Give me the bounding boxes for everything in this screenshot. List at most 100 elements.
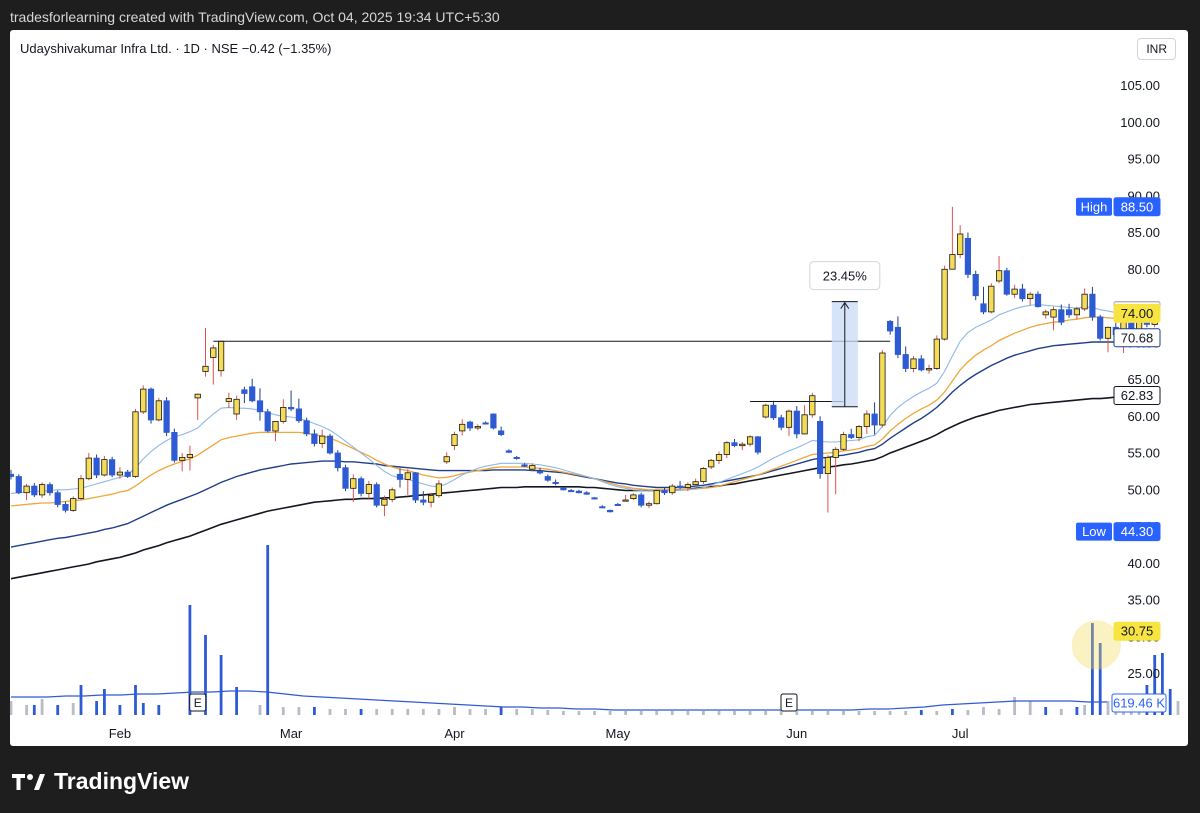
candle-body bbox=[677, 485, 684, 489]
volume-bar bbox=[717, 711, 721, 715]
candle bbox=[855, 425, 863, 442]
candle-body bbox=[544, 476, 551, 481]
candle-body bbox=[630, 494, 637, 499]
candle-body bbox=[474, 426, 481, 429]
price-chart[interactable]: 23.45%E E 105.00100.0095.0090.0085.0080.0… bbox=[10, 30, 1188, 746]
candle bbox=[435, 480, 443, 498]
candle-body bbox=[747, 436, 754, 445]
candle bbox=[871, 402, 878, 435]
y-tick-label: 35.00 bbox=[1127, 593, 1160, 608]
price-label-prefix-box bbox=[1076, 522, 1112, 541]
candle-body bbox=[264, 411, 271, 432]
candle bbox=[630, 493, 637, 500]
candle bbox=[988, 283, 995, 314]
candle-body bbox=[700, 467, 707, 482]
volume-bar bbox=[1083, 705, 1086, 715]
candle bbox=[381, 495, 388, 517]
volume-bar bbox=[56, 705, 60, 715]
volume-bar bbox=[982, 707, 985, 715]
candle-body bbox=[552, 481, 559, 484]
candle-body bbox=[529, 465, 536, 470]
candle-body bbox=[163, 400, 170, 433]
candle-body bbox=[77, 478, 85, 499]
volume-bar bbox=[530, 709, 534, 715]
candle bbox=[140, 385, 147, 414]
volume-bar bbox=[608, 711, 612, 715]
candle-body bbox=[614, 503, 621, 506]
price-label: 74.00 bbox=[1113, 303, 1161, 323]
candle-body bbox=[871, 413, 878, 426]
candle-body bbox=[373, 484, 380, 506]
candle-body bbox=[124, 471, 131, 477]
candle-body bbox=[342, 467, 349, 489]
candle-body bbox=[249, 386, 256, 402]
price-label-prefix: High bbox=[1081, 199, 1108, 214]
volume-bar bbox=[1044, 707, 1048, 715]
candle bbox=[497, 426, 505, 437]
candle bbox=[46, 482, 54, 496]
candle bbox=[1011, 284, 1018, 298]
candle bbox=[23, 483, 30, 500]
candle bbox=[420, 491, 427, 506]
candle bbox=[225, 392, 232, 409]
candle bbox=[482, 421, 489, 425]
candle bbox=[840, 431, 847, 451]
candle-body bbox=[513, 456, 520, 459]
volume-bar bbox=[515, 709, 519, 715]
candle bbox=[949, 206, 956, 270]
volume-bar bbox=[468, 709, 472, 715]
candle-body bbox=[1089, 293, 1096, 318]
candle-body bbox=[311, 433, 318, 444]
candle-body bbox=[381, 498, 388, 506]
candle bbox=[155, 397, 162, 422]
volume-bar bbox=[1013, 697, 1016, 715]
y-tick-label: 55.00 bbox=[1127, 446, 1160, 461]
candle-body bbox=[980, 303, 987, 313]
currency-button[interactable]: INR bbox=[1137, 38, 1176, 60]
candle bbox=[412, 472, 419, 503]
candle-body bbox=[451, 434, 458, 447]
volume-bar bbox=[71, 703, 75, 715]
price-label-text: 88.50 bbox=[1121, 199, 1154, 214]
candle bbox=[365, 480, 373, 499]
candle bbox=[54, 490, 61, 508]
candle bbox=[319, 429, 326, 448]
candle-body bbox=[785, 410, 793, 428]
candle bbox=[723, 441, 730, 459]
candle-body bbox=[15, 476, 22, 494]
candle bbox=[373, 482, 380, 508]
candle bbox=[264, 408, 271, 433]
volume-bar bbox=[1168, 689, 1172, 715]
candle-body bbox=[770, 404, 777, 419]
volume-bar bbox=[103, 689, 106, 715]
candle bbox=[583, 491, 590, 495]
candle bbox=[427, 492, 435, 508]
candle-body bbox=[599, 506, 606, 509]
volume-bar bbox=[328, 709, 332, 715]
candle-body bbox=[147, 388, 155, 421]
candle bbox=[614, 503, 621, 506]
candle bbox=[350, 474, 357, 503]
candle bbox=[194, 393, 201, 420]
candle bbox=[93, 454, 100, 478]
candle-body bbox=[622, 499, 629, 502]
candle bbox=[544, 474, 551, 482]
candle-body bbox=[855, 426, 863, 438]
volume-bar bbox=[733, 711, 736, 715]
candle-body bbox=[1019, 288, 1026, 300]
candle bbox=[124, 469, 131, 478]
candle-body bbox=[334, 452, 341, 469]
price-label-box bbox=[1113, 385, 1161, 405]
candle bbox=[1097, 314, 1104, 341]
y-tick-label: 85.00 bbox=[1127, 225, 1160, 240]
candle-body bbox=[988, 285, 995, 313]
chart-panel[interactable]: Udayshivakumar Infra Ltd. · 1D · NSE −0.… bbox=[10, 30, 1188, 746]
candle bbox=[1034, 291, 1042, 308]
candle-body bbox=[925, 368, 933, 371]
earnings-marker: E bbox=[780, 693, 798, 712]
candle-body bbox=[933, 338, 940, 369]
volume-bar bbox=[810, 711, 814, 715]
candle bbox=[731, 439, 738, 448]
volume-bar bbox=[25, 705, 28, 715]
candle-body bbox=[708, 459, 715, 468]
